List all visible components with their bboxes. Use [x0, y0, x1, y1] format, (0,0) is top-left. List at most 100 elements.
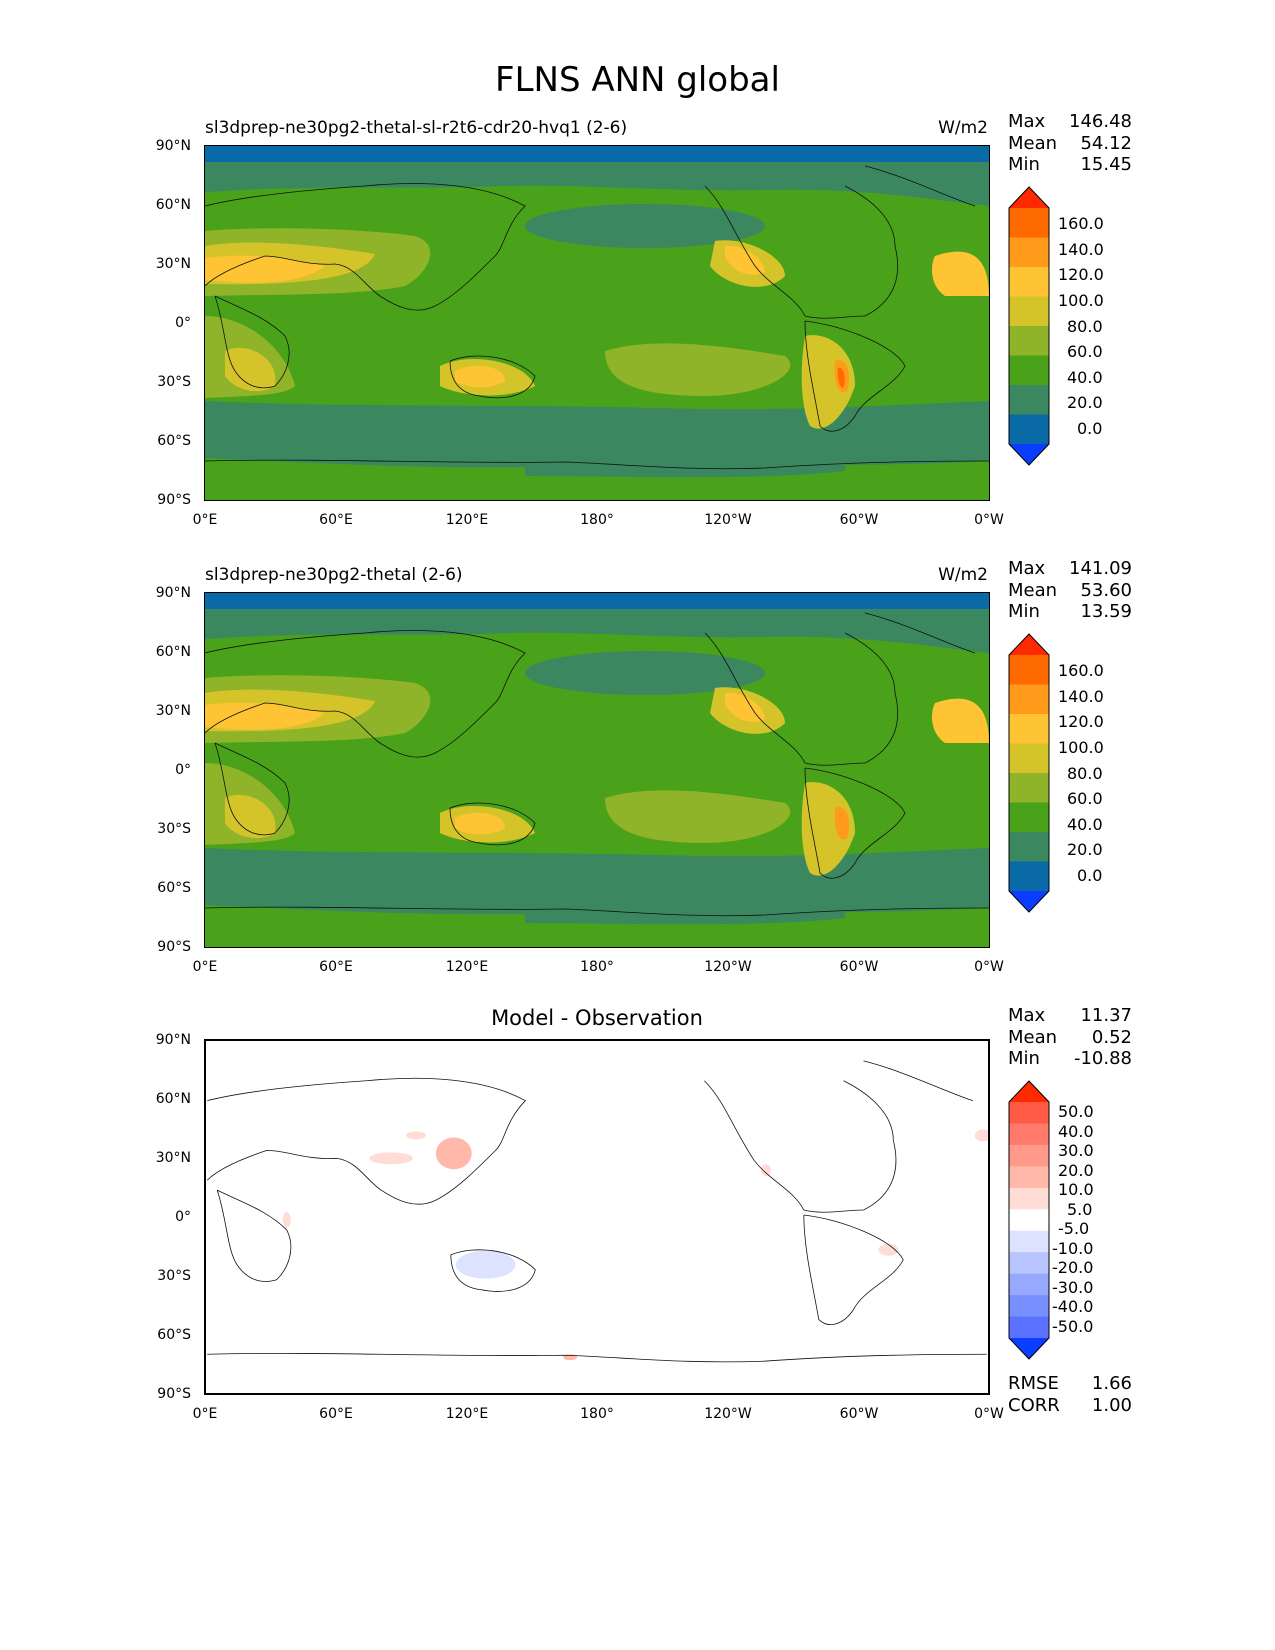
- colorbar-extend-bottom: [1009, 1338, 1049, 1359]
- panel3-colorbar: [1008, 1080, 1050, 1360]
- colorbar-bin: [1009, 414, 1049, 445]
- cbar-label: 80.0: [1067, 317, 1103, 336]
- mexico-hot: [725, 692, 765, 722]
- colorbar-extend-bottom: [1009, 891, 1049, 912]
- stat-corr-value: 1.00: [1091, 1394, 1132, 1416]
- colorbar-bin: [1009, 1252, 1049, 1275]
- stat-max-label: Max: [1008, 558, 1046, 579]
- x-tick: 0°W: [974, 959, 1004, 975]
- panel3-stats: Max 11.37 Mean 0.52 Min -10.88: [1008, 1005, 1132, 1070]
- stat-mean-value: 53.60: [1080, 579, 1132, 601]
- stat-rmse-value: 1.66: [1091, 1373, 1132, 1394]
- cbar-label: 60.0: [1067, 789, 1103, 808]
- colorbar-bin: [1009, 326, 1049, 356]
- stat-min-value: -10.88: [1073, 1048, 1132, 1069]
- stat-mean-value: 0.52: [1091, 1026, 1132, 1048]
- x-tick: 120°E: [445, 1406, 489, 1422]
- coastlines: [206, 1060, 987, 1363]
- panel3-map: [204, 1039, 990, 1395]
- stat-mean-label: Mean: [1008, 579, 1058, 601]
- colorbar-bin: [1009, 1144, 1049, 1167]
- y-tick: 30°N: [155, 1150, 191, 1166]
- colorbar-outline: [1008, 633, 1050, 913]
- y-tick: 90°S: [157, 492, 191, 508]
- cbar-label: -30.0: [1052, 1278, 1094, 1297]
- colorbar-bin: [1009, 773, 1049, 803]
- cbar-label: 120.0: [1058, 265, 1104, 284]
- cbar-label: -5.0: [1058, 1219, 1090, 1238]
- panel2-title: sl3dprep-ne30pg2-thetal (2-6): [205, 565, 463, 585]
- y-tick: 60°N: [155, 644, 191, 660]
- sahara-hot: [205, 702, 325, 730]
- panel1-stats: Max 146.48 Mean 54.12 Min 15.45: [1008, 111, 1132, 176]
- cbar-label: 120.0: [1058, 712, 1104, 731]
- colorbar-bin: [1009, 743, 1049, 774]
- colorbar-bin: [1009, 267, 1049, 297]
- colorbar-bin: [1009, 1123, 1049, 1146]
- colorbar-bin: [1009, 385, 1049, 415]
- colorbar-bin: [1009, 1230, 1049, 1253]
- cbar-label: 160.0: [1058, 214, 1104, 233]
- atl-africa-hot: [932, 251, 989, 296]
- colorbar-bin: [1009, 1273, 1049, 1296]
- y-tick: 0°: [175, 762, 191, 778]
- cbar-label: -50.0: [1052, 1317, 1094, 1336]
- colorbar-bin: [1009, 237, 1049, 268]
- x-tick: 180°: [580, 1406, 614, 1422]
- diff-brazil: [878, 1243, 899, 1256]
- cbar-label: -40.0: [1052, 1297, 1094, 1316]
- stat-min-label: Min: [1008, 601, 1040, 622]
- cbar-label: 140.0: [1058, 240, 1104, 259]
- colorbar-bin: [1009, 296, 1049, 327]
- x-tick: 60°W: [839, 1406, 879, 1422]
- bg-field: [207, 1041, 987, 1393]
- colorbar-bin: [1009, 1166, 1049, 1189]
- colorbar-bin: [1009, 1316, 1049, 1339]
- x-tick: 120°W: [704, 1406, 752, 1422]
- panel1-colorbar: [1008, 186, 1050, 466]
- sahara-hot: [205, 255, 325, 283]
- australia-hot: [455, 812, 505, 835]
- colorbar-bin: [1009, 714, 1049, 744]
- panel1-title: sl3dprep-ne30pg2-thetal-sl-r2t6-cdr20-hv…: [205, 118, 628, 138]
- colorbar-bin: [1009, 1187, 1049, 1210]
- stat-min-label: Min: [1008, 154, 1040, 175]
- x-tick: 0°W: [974, 1406, 1004, 1422]
- diff-tibet: [406, 1131, 426, 1140]
- diff-australia: [455, 1250, 516, 1279]
- panel3-title: Model - Observation: [491, 1006, 703, 1030]
- y-tick: 90°S: [157, 1386, 191, 1402]
- coastlines: [205, 165, 989, 470]
- y-tick: 90°N: [155, 585, 191, 601]
- colorbar-bin: [1009, 655, 1049, 685]
- north-cool-band: [205, 609, 989, 653]
- colorbar-bin: [1009, 684, 1049, 715]
- cbar-label: 20.0: [1067, 393, 1103, 412]
- stat-min-label: Min: [1008, 1048, 1040, 1069]
- x-tick: 60°E: [319, 512, 353, 528]
- x-tick: 0°W: [974, 512, 1004, 528]
- stat-max-label: Max: [1008, 111, 1046, 132]
- samerica-warm: [801, 782, 855, 876]
- cbar-label: 50.0: [1058, 1102, 1094, 1121]
- colorbar-bin: [1009, 802, 1049, 833]
- panel2-map: [204, 592, 990, 948]
- y-tick: 90°S: [157, 939, 191, 955]
- y-tick: 30°S: [157, 821, 191, 837]
- cbar-label: 20.0: [1058, 1161, 1094, 1180]
- y-tick: 90°N: [155, 138, 191, 154]
- y-tick: 90°N: [155, 1032, 191, 1048]
- y-tick: 0°: [175, 1209, 191, 1225]
- x-tick: 180°: [580, 959, 614, 975]
- australia-hot: [455, 365, 505, 388]
- x-tick: 0°E: [192, 959, 218, 975]
- colorbar-bin: [1009, 832, 1049, 862]
- colorbar-outline: [1008, 186, 1050, 466]
- x-tick: 120°E: [445, 512, 489, 528]
- andes-peak: [837, 367, 845, 388]
- stat-mean-label: Mean: [1008, 132, 1058, 154]
- npac-cool: [525, 651, 765, 695]
- cbar-label: 40.0: [1067, 368, 1103, 387]
- cbar-label: 0.0: [1077, 866, 1103, 885]
- y-tick: 60°N: [155, 197, 191, 213]
